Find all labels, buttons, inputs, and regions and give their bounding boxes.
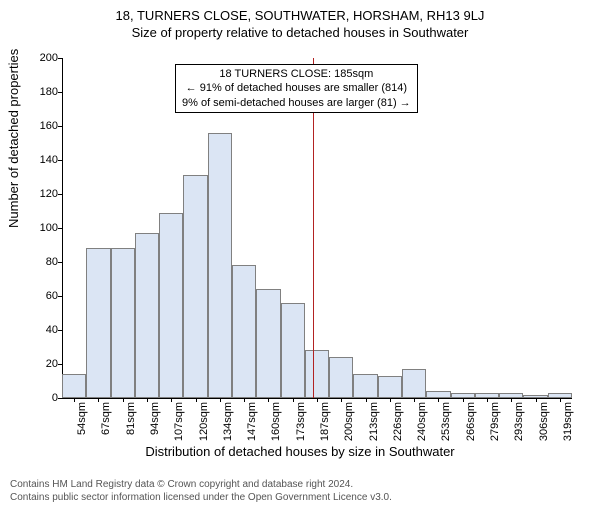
title-line-1: 18, TURNERS CLOSE, SOUTHWATER, HORSHAM, … (0, 8, 600, 23)
x-tick-label: 94sqm (149, 402, 161, 446)
x-tick-label: 54sqm (76, 402, 88, 446)
y-tick-label: 200 (18, 52, 58, 64)
x-tick-label: 240sqm (416, 402, 428, 446)
histogram-bar (135, 233, 159, 398)
y-tick-label: 180 (18, 86, 58, 98)
y-tick-mark (58, 126, 62, 127)
histogram-bar (281, 303, 305, 398)
x-tick-label: 200sqm (343, 402, 355, 446)
annotation-line: 18 TURNERS CLOSE: 185sqm (182, 67, 411, 81)
histogram-bar (256, 289, 280, 398)
y-tick-mark (58, 194, 62, 195)
x-tick-mark (74, 398, 75, 402)
histogram-bar (402, 369, 426, 398)
x-tick-label: 279sqm (489, 402, 501, 446)
annotation-line: ← 91% of detached houses are smaller (81… (182, 81, 411, 95)
footer-attribution: Contains HM Land Registry data © Crown c… (10, 479, 392, 504)
x-tick-label: 306sqm (538, 402, 550, 446)
y-tick-mark (58, 160, 62, 161)
x-tick-label: 226sqm (392, 402, 404, 446)
histogram-bar (232, 265, 256, 398)
histogram-bar (305, 350, 329, 398)
annotation-line: 9% of semi-detached houses are larger (8… (182, 96, 411, 110)
histogram-bar (111, 248, 135, 398)
histogram-bar (159, 213, 183, 398)
histogram-bar (426, 391, 450, 398)
y-axis-label: Number of detached properties (6, 49, 21, 228)
x-tick-mark (293, 398, 294, 402)
y-tick-label: 60 (18, 290, 58, 302)
x-tick-label: 147sqm (246, 402, 258, 446)
histogram-bar (353, 374, 377, 398)
histogram-bar (329, 357, 353, 398)
histogram-bar (183, 175, 207, 398)
x-tick-mark (244, 398, 245, 402)
x-tick-mark (220, 398, 221, 402)
y-tick-mark (58, 92, 62, 93)
x-tick-label: 253sqm (440, 402, 452, 446)
y-tick-mark (58, 398, 62, 399)
x-tick-mark (487, 398, 488, 402)
x-tick-label: 120sqm (198, 402, 210, 446)
histogram-bar (62, 374, 86, 398)
title-line-2: Size of property relative to detached ho… (0, 25, 600, 40)
x-tick-label: 160sqm (270, 402, 282, 446)
y-tick-mark (58, 296, 62, 297)
x-tick-label: 67sqm (100, 402, 112, 446)
y-tick-mark (58, 330, 62, 331)
y-tick-label: 100 (18, 222, 58, 234)
x-tick-mark (463, 398, 464, 402)
footer-line-1: Contains HM Land Registry data © Crown c… (10, 479, 392, 492)
x-tick-mark (390, 398, 391, 402)
y-tick-label: 160 (18, 120, 58, 132)
x-tick-mark (196, 398, 197, 402)
footer-line-2: Contains public sector information licen… (10, 492, 392, 505)
x-tick-label: 81sqm (125, 402, 137, 446)
histogram-bar (378, 376, 402, 398)
x-tick-label: 187sqm (319, 402, 331, 446)
y-tick-mark (58, 228, 62, 229)
y-tick-label: 80 (18, 256, 58, 268)
y-tick-label: 0 (18, 392, 58, 404)
y-tick-label: 140 (18, 154, 58, 166)
x-tick-label: 107sqm (173, 402, 185, 446)
y-tick-label: 40 (18, 324, 58, 336)
x-tick-mark (560, 398, 561, 402)
x-tick-mark (366, 398, 367, 402)
x-tick-label: 319sqm (562, 402, 574, 446)
x-tick-mark (414, 398, 415, 402)
y-tick-label: 20 (18, 358, 58, 370)
y-tick-mark (58, 262, 62, 263)
x-tick-mark (123, 398, 124, 402)
x-tick-label: 173sqm (295, 402, 307, 446)
x-tick-mark (536, 398, 537, 402)
x-tick-mark (147, 398, 148, 402)
chart-container: 18, TURNERS CLOSE, SOUTHWATER, HORSHAM, … (0, 8, 600, 508)
y-tick-mark (58, 364, 62, 365)
x-tick-mark (317, 398, 318, 402)
x-tick-label: 213sqm (368, 402, 380, 446)
histogram-bar (208, 133, 232, 398)
y-tick-mark (58, 58, 62, 59)
x-tick-label: 134sqm (222, 402, 234, 446)
histogram-bar (86, 248, 110, 398)
x-tick-label: 266sqm (465, 402, 477, 446)
annotation-box: 18 TURNERS CLOSE: 185sqm← 91% of detache… (175, 64, 418, 113)
x-tick-label: 293sqm (513, 402, 525, 446)
y-tick-label: 120 (18, 188, 58, 200)
x-axis-label: Distribution of detached houses by size … (0, 444, 600, 459)
